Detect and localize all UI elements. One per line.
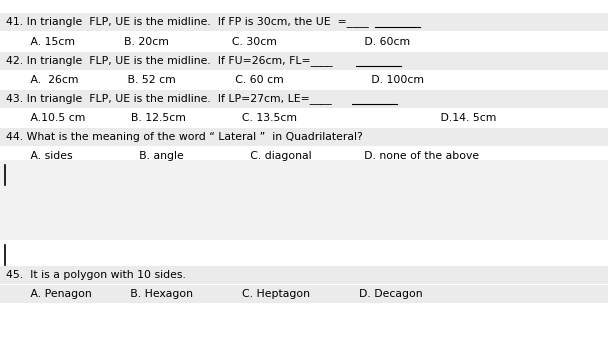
Bar: [0, 52, 608, 70]
Text: A.  26cm              B. 52 cm                 C. 60 cm                         : A. 26cm B. 52 cm C. 60 cm: [6, 75, 424, 85]
Text: A. sides                   B. angle                   C. diagonal               : A. sides B. angle C. diagonal: [6, 151, 479, 161]
Text: A.10.5 cm             B. 12.5cm                C. 13.5cm                        : A.10.5 cm B. 12.5cm C. 13.5cm: [6, 113, 496, 123]
Bar: [0, 160, 608, 240]
Bar: [0, 13, 608, 31]
Text: A. Penagon           B. Hexagon              C. Heptagon              D. Decagon: A. Penagon B. Hexagon C. Heptagon D. Dec…: [6, 289, 423, 299]
Bar: [0, 285, 608, 303]
Text: 45.  It is a polygon with 10 sides.: 45. It is a polygon with 10 sides.: [6, 270, 186, 280]
Bar: [0, 266, 608, 284]
Text: A. 15cm              B. 20cm                  C. 30cm                         D.: A. 15cm B. 20cm C. 30cm D.: [6, 37, 410, 47]
Bar: [0, 90, 608, 108]
Bar: [0, 128, 608, 146]
Text: 43. In triangle  FLP, UE is the midline.  If LP=27cm, LE=____: 43. In triangle FLP, UE is the midline. …: [6, 94, 332, 104]
Text: 41. In triangle  FLP, UE is the midline.  If FP is 30cm, the UE  =____: 41. In triangle FLP, UE is the midline. …: [6, 17, 368, 28]
Text: 42. In triangle  FLP, UE is the midline.  If FU=26cm, FL=____: 42. In triangle FLP, UE is the midline. …: [6, 55, 333, 66]
Text: 44. What is the meaning of the word “ Lateral ”  in Quadrilateral?: 44. What is the meaning of the word “ La…: [6, 132, 363, 142]
